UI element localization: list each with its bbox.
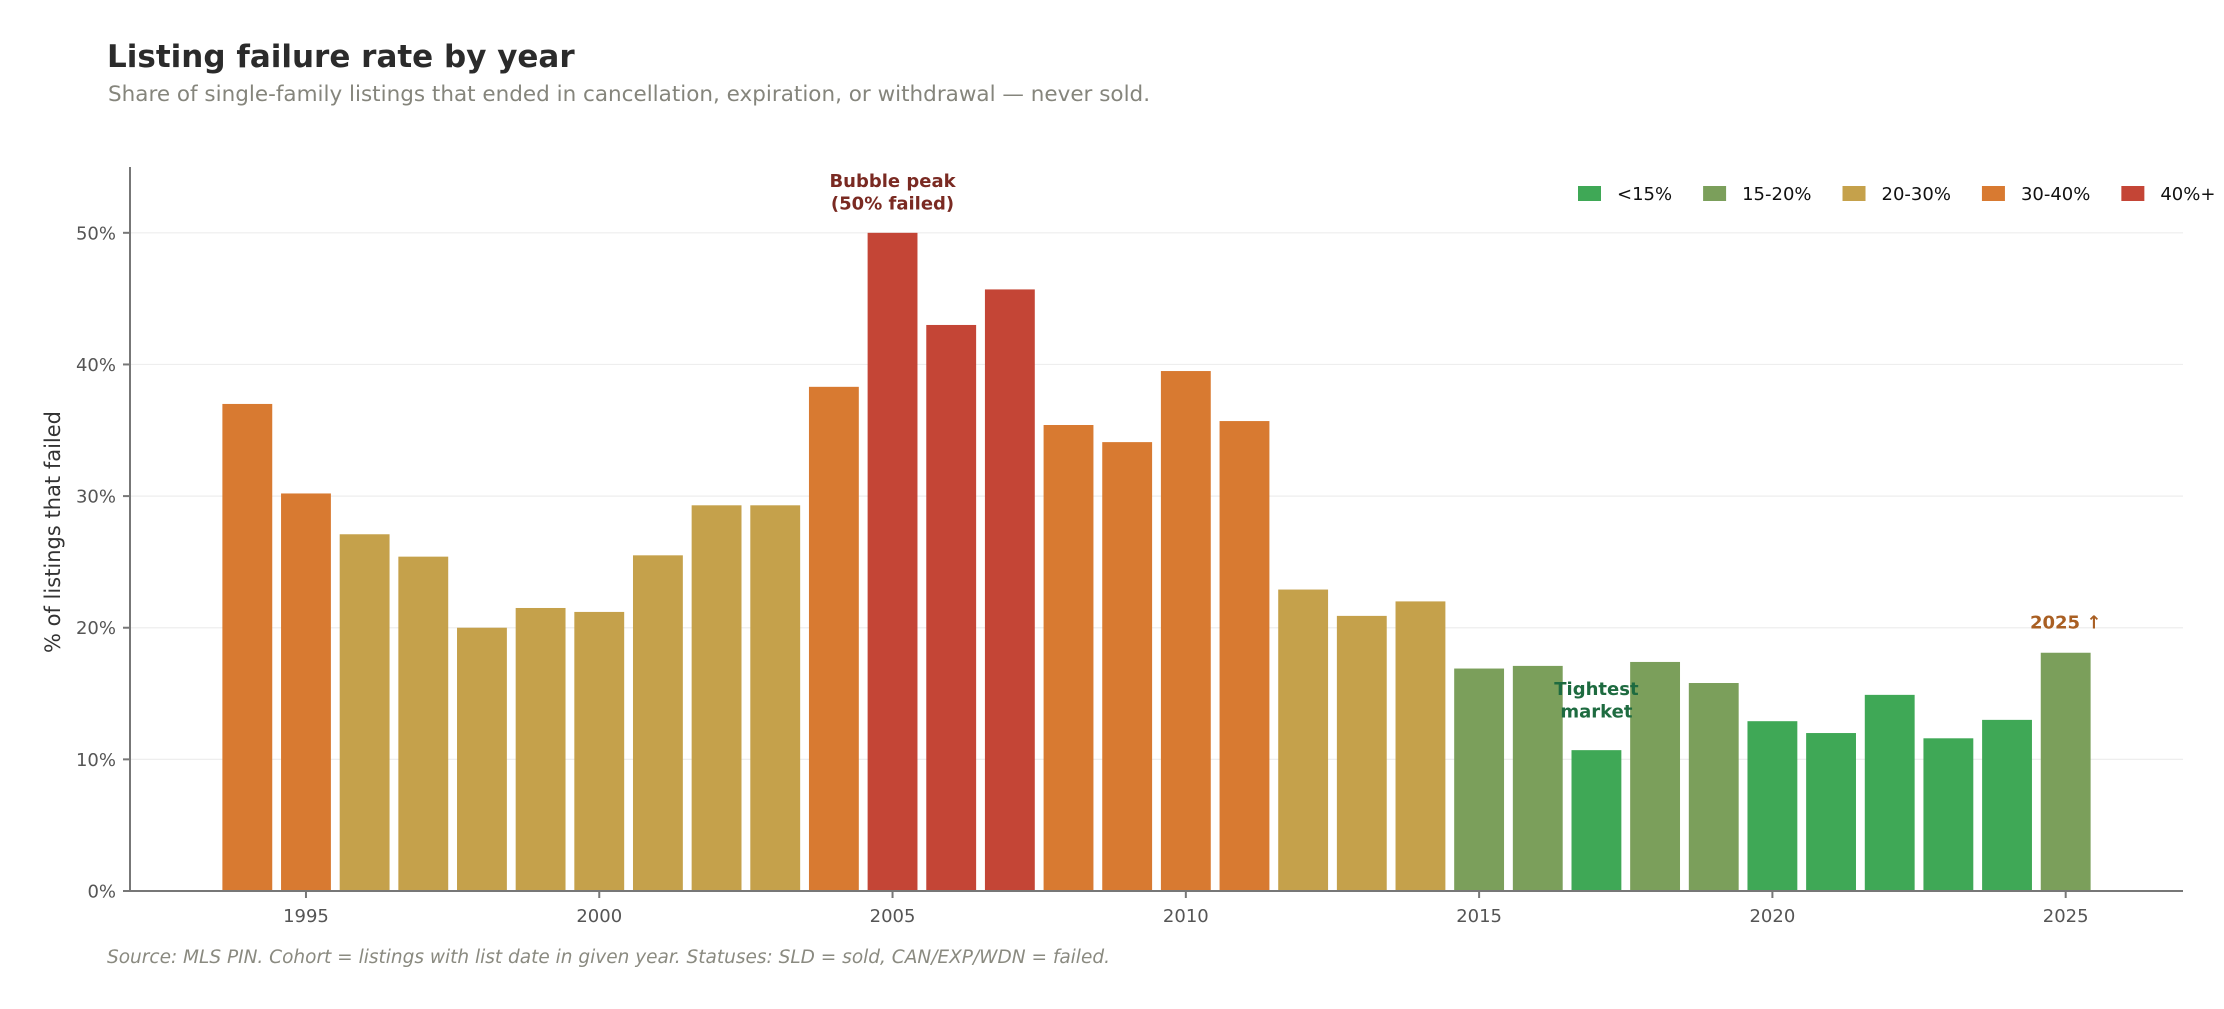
legend-label: <15%: [1617, 184, 1672, 205]
legend-label: 40%+: [2160, 184, 2215, 205]
bar-2005: [867, 232, 918, 891]
chart-title: Listing failure rate by year: [107, 39, 575, 75]
bar-2015: [1454, 668, 1505, 891]
bar-2024: [1982, 719, 2032, 891]
x-tick-label: 2015: [1456, 906, 1502, 927]
x-ticks: 1995 2000 2005 2010 2015 2020 2025: [283, 891, 2089, 927]
bar-1999: [515, 607, 566, 891]
bar-2009: [1102, 442, 1153, 891]
y-tick-label: 40%: [76, 355, 116, 376]
bar-2003: [750, 505, 801, 891]
bar-1996: [339, 534, 390, 891]
bar-2025: [2040, 652, 2091, 891]
y-tick-label: 20%: [76, 618, 116, 639]
bar-2001: [632, 555, 683, 891]
bar-2006: [926, 324, 977, 891]
y-tick-label: 0%: [87, 882, 116, 903]
bar-2011: [1219, 421, 1270, 891]
legend-item: <15%: [1578, 184, 1672, 205]
bar-2023: [1923, 738, 1974, 891]
legend-swatch: [2121, 186, 2145, 201]
bar-2004: [808, 386, 859, 891]
bar-2022: [1864, 694, 1915, 891]
legend-item: 40%+: [2121, 184, 2215, 205]
legend-label: 30-40%: [2021, 184, 2090, 205]
bar-2010: [1160, 371, 1211, 891]
annotations: Bubble peak (50% failed) Tightest market 202…: [829, 171, 2101, 723]
bar-1995: [281, 493, 331, 891]
y-tick-label: 10%: [76, 750, 116, 771]
bar-2008: [1043, 425, 1094, 891]
legend-item: 30-40%: [1981, 184, 2090, 205]
bar-2013: [1336, 615, 1387, 891]
annotation-year-2025: 2025 ↑: [2030, 613, 2101, 634]
x-tick-label: 1995: [283, 906, 329, 927]
legend: <15% 15-20% 20-30% 30-40% 40%+: [1578, 184, 2215, 205]
y-ticks: 0% 10% 20% 30% 40% 50%: [76, 223, 130, 903]
annotation-bubble-peak: Bubble peak (50% failed): [829, 171, 956, 215]
x-tick-label: 2010: [1163, 906, 1209, 927]
x-tick-label: 2005: [870, 906, 916, 927]
chart-subtitle: Share of single-family listings that end…: [108, 82, 1150, 107]
source-footnote: Source: MLS PIN. Cohort = listings with …: [107, 947, 1110, 968]
bar-2017: [1571, 750, 1622, 891]
bar-2018: [1630, 661, 1681, 891]
x-tick-label: 2025: [2043, 906, 2089, 927]
legend-item: 15-20%: [1703, 184, 1812, 205]
bar-2007: [984, 289, 1035, 891]
bar-2002: [691, 505, 742, 891]
legend-swatch: [1578, 186, 1601, 201]
bar-2012: [1278, 589, 1329, 891]
bar-2021: [1806, 733, 1856, 891]
x-tick-label: 2000: [576, 906, 622, 927]
bar-2020: [1747, 721, 1798, 891]
legend-item: 20-30%: [1842, 184, 1951, 205]
bar-2014: [1395, 601, 1446, 891]
legend-swatch: [1842, 186, 1866, 201]
legend-swatch: [1703, 186, 1727, 201]
y-tick-label: 50%: [76, 223, 116, 244]
bar-1997: [398, 556, 449, 891]
legend-label: 15-20%: [1742, 184, 1811, 205]
x-tick-label: 2020: [1749, 906, 1795, 927]
bars: [222, 232, 2091, 891]
bar-1994: [222, 403, 273, 891]
y-axis-label: % of listings that failed: [41, 411, 65, 653]
bar-2016: [1512, 665, 1563, 891]
legend-label: 20-30%: [1882, 184, 1951, 205]
annotation-tightest-market: Tightest market: [1554, 679, 1639, 723]
y-tick-label: 30%: [76, 487, 116, 508]
bar-2019: [1688, 683, 1739, 891]
legend-swatch: [1981, 186, 2005, 201]
bar-2000: [574, 611, 625, 891]
bar-1998: [457, 627, 507, 891]
